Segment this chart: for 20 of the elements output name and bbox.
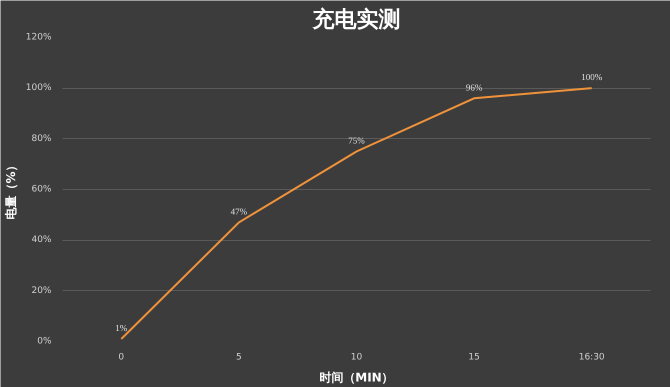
text: 47%: [230, 206, 248, 216]
x-tick-label: 16:30: [578, 352, 605, 362]
y-tick-label: 80%: [31, 134, 52, 144]
x-tick-label: 15: [468, 352, 480, 362]
y-tick-label: 60%: [31, 184, 52, 194]
y-tick-label: 0%: [37, 336, 52, 346]
x-tick-label: 10: [350, 352, 362, 362]
x-axis-title: 时间（MIN）: [319, 370, 394, 384]
chart-title: 充电实测: [312, 6, 400, 32]
text: 96%: [466, 82, 482, 92]
y-tick-label: 40%: [31, 235, 52, 246]
x-tick-label: 0: [118, 352, 124, 362]
x-tick-label: 5: [236, 352, 242, 362]
y-tick-label: 20%: [31, 286, 52, 296]
y-axis-title: 电量（%）: [4, 159, 18, 220]
y-tick-label: 100%: [26, 83, 52, 94]
text: 1%: [115, 322, 128, 333]
y-tick-label: 120%: [26, 32, 52, 42]
text: 75%: [348, 136, 365, 146]
text: 100%: [581, 72, 602, 82]
